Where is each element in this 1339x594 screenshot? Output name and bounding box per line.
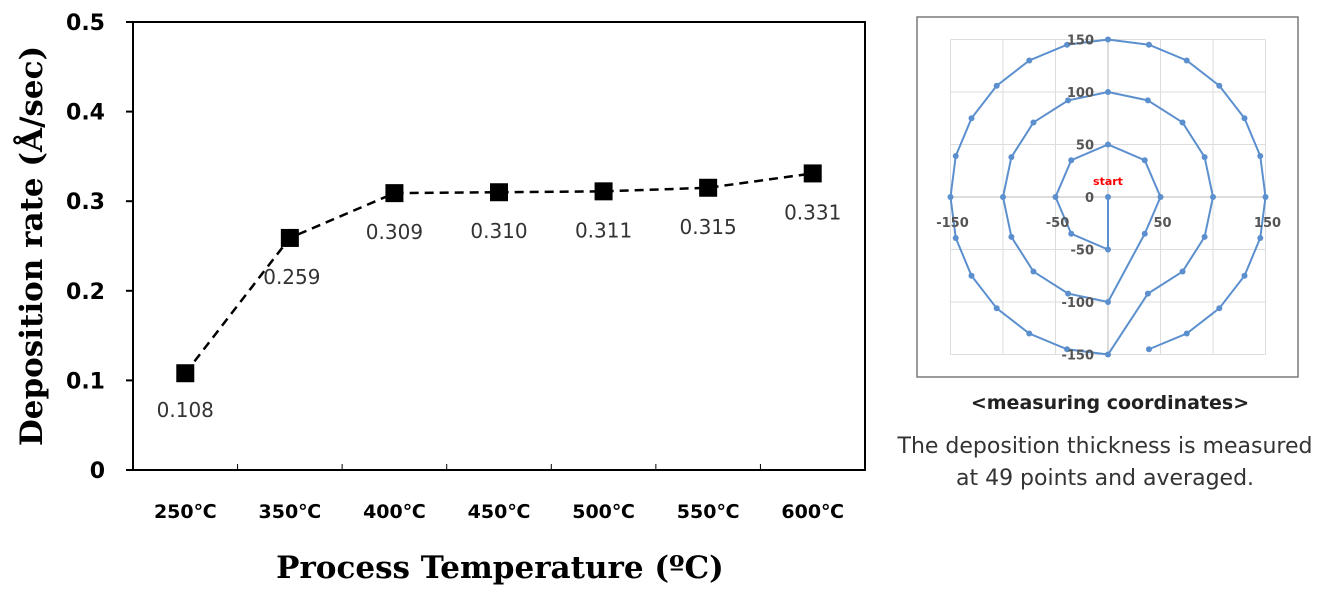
note-line-2: at 49 points and averaged. [955,466,1255,491]
measurement-point [993,305,1000,312]
data-label: 0.309 [366,220,423,244]
measurement-point [1105,351,1111,358]
measurement-point [1179,119,1186,126]
data-point [176,364,195,383]
measurement-point [1000,194,1006,200]
coord-y-tick-label: 50 [1076,139,1094,154]
coord-y-tick-label: -100 [1061,296,1094,311]
plot-frame [132,21,866,471]
x-tick-label: 500℃ [572,501,635,523]
data-label: 0.310 [470,219,527,243]
measurement-point [1105,141,1111,148]
data-point [803,164,822,183]
coord-y-tick-label: 150 [1067,34,1094,49]
measurement-point [1157,194,1164,200]
measurement-point [1183,57,1190,64]
measurement-point [952,234,959,241]
measurement-point [1145,41,1152,48]
data-point [594,182,613,201]
measurement-point [1052,194,1059,200]
coord-x-tick-label: 50 [1153,216,1171,231]
start-annotation: start [1093,175,1123,188]
measurement-point [1026,57,1033,64]
x-tick-label: 450℃ [468,501,531,523]
data-point [699,178,718,197]
measurement-point [968,272,975,279]
y-tick-label: 0 [90,459,105,484]
measurement-point [1105,36,1111,43]
data-label: 0.259 [263,265,320,289]
measurement-point [1026,330,1033,337]
measurement-point [1141,230,1148,237]
measurement-point [1105,89,1111,95]
measurement-point [952,153,959,160]
measurement-point [1065,97,1072,104]
y-tick-label: 0.4 [66,101,105,126]
coord-x-tick-label: 150 [1254,216,1281,231]
data-point [490,183,508,202]
measurement-point [1030,119,1037,126]
measurement-point [1105,299,1111,305]
coord-y-tick-label: 0 [1085,191,1094,206]
measurement-point [1216,305,1223,312]
measurement-point [1145,346,1152,353]
measurement-point [1257,153,1264,160]
measurement-point [1105,246,1111,253]
measurement-point [1141,157,1148,164]
x-tick-label: 550℃ [677,501,740,523]
measurement-point [1201,233,1208,240]
coord-y-tick-label: 100 [1067,86,1094,101]
y-tick-label: 0.3 [66,190,105,215]
measurement-point [1262,194,1269,200]
x-tick-label: 250℃ [154,501,217,523]
measurement-point [1068,230,1075,237]
measurement-point [1257,234,1264,241]
x-tick-label: 350℃ [259,501,322,523]
y-tick-label: 0.5 [66,11,105,36]
measurement-point [1008,154,1015,161]
note-line-1: The deposition thickness is measured [897,434,1313,459]
measurement-point [1030,268,1037,275]
measurement-point [993,82,1000,89]
coordinates-caption: <measuring coordinates> [970,392,1250,414]
measurement-point [1179,268,1186,275]
data-label: 0.315 [680,215,737,239]
data-point [385,184,404,203]
deposition-rate-chart: 0 0.1 0.2 0.3 0.4 0.5 250℃ 350℃ 400℃ 450℃ 500℃ 550℃… [12,11,866,586]
measurement-point [1241,115,1248,122]
coord-x-tick-label: -150 [936,216,969,231]
coord-y-tick-label: -50 [1071,244,1095,259]
measurement-point [1064,41,1071,48]
y-tick-label: 0.1 [66,369,105,394]
x-tick-label: 600℃ [781,501,844,523]
measurement-point [1144,290,1151,297]
measurement-point [1241,272,1248,279]
measurement-point [1216,82,1223,89]
x-tick-label: 400℃ [363,501,426,523]
measurement-point [1064,346,1071,353]
measurement-point [1210,194,1216,200]
data-label: 0.331 [784,200,841,224]
measurement-point [1201,154,1208,161]
y-axis-title: Deposition rate (Å/sec) [12,46,50,446]
measurement-point [1008,233,1015,240]
measurement-point [1105,194,1111,200]
measurement-point [968,115,975,122]
y-tick-label: 0.2 [66,280,105,305]
coord-y-tick-label: -150 [1061,349,1094,364]
measurement-point [947,194,954,200]
measurement-point [1065,290,1072,297]
data-label: 0.108 [157,398,214,422]
data-point [280,228,299,247]
x-axis-title: Process Temperature (ºC) [276,550,724,586]
measurement-point [1183,330,1190,337]
data-label: 0.311 [575,218,632,242]
measurement-point [1068,157,1075,164]
coord-x-tick-label: -50 [1046,216,1070,231]
measurement-point [1144,97,1151,104]
